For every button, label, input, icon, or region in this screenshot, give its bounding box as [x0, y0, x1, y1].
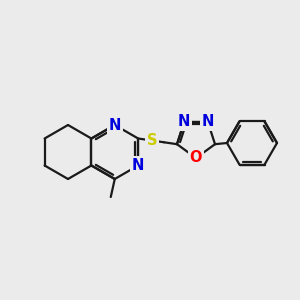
Text: O: O — [190, 151, 202, 166]
Text: S: S — [147, 133, 158, 148]
Text: N: N — [109, 118, 121, 133]
Text: N: N — [202, 114, 214, 129]
Text: N: N — [178, 114, 190, 129]
Text: N: N — [132, 158, 144, 173]
